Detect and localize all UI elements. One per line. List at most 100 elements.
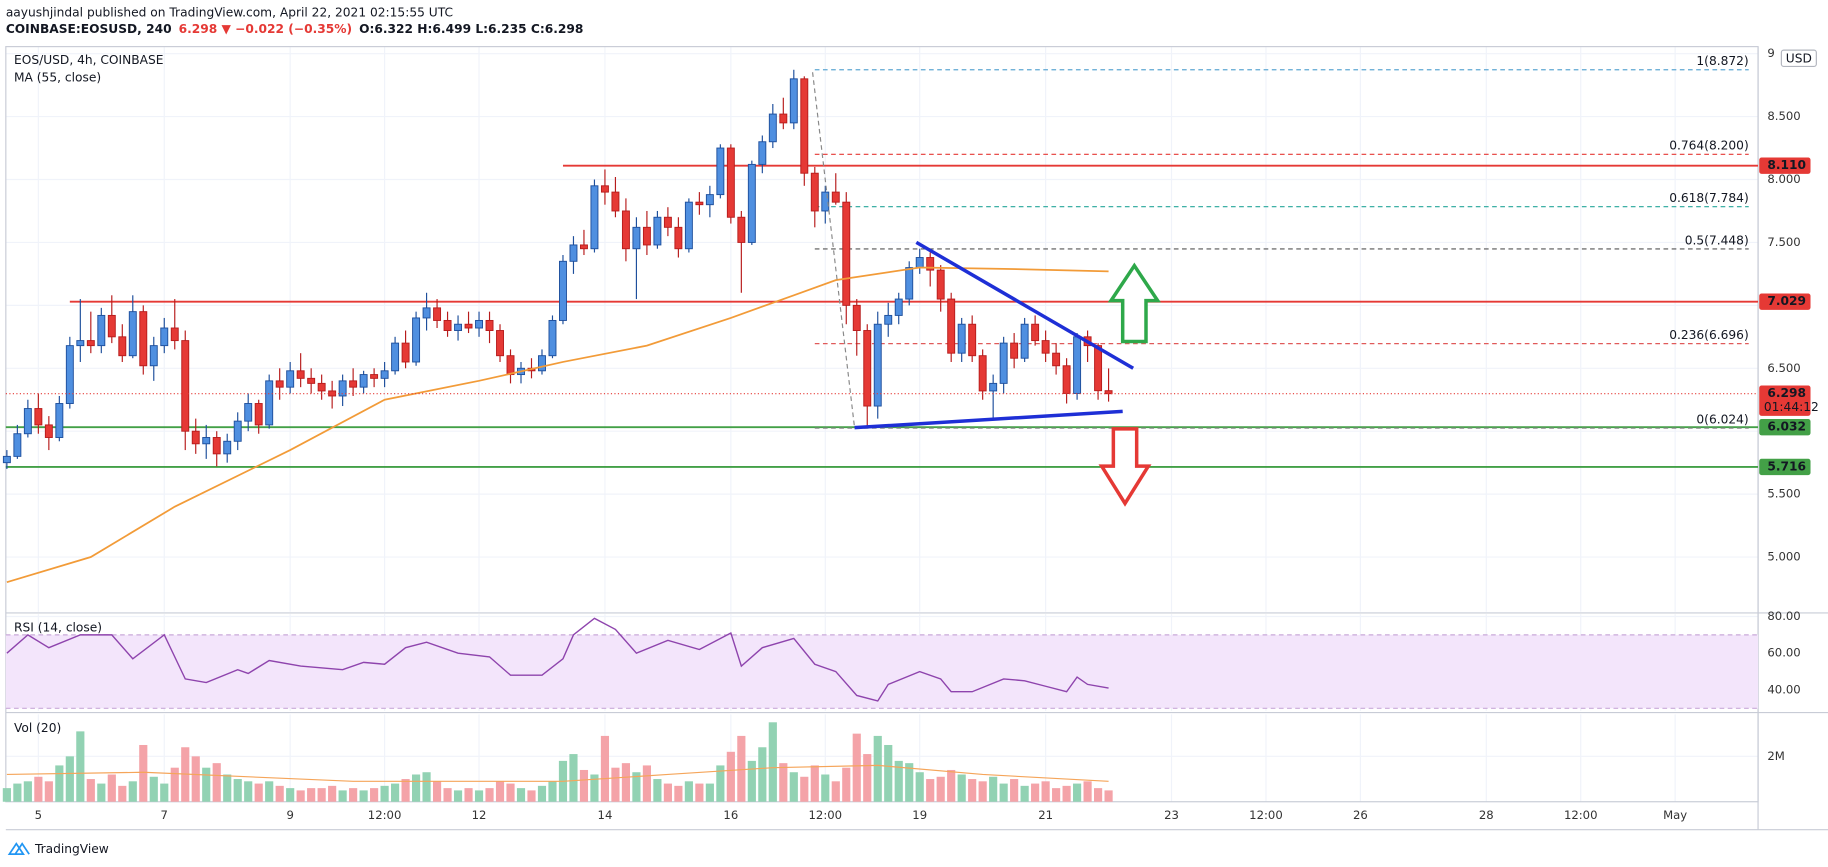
volume-bar: [453, 790, 463, 802]
candle-body: [170, 327, 179, 342]
volume-bar: [422, 772, 431, 802]
candle-body: [55, 403, 64, 438]
candle-body: [590, 185, 599, 250]
volume-bar: [632, 772, 641, 802]
candle-body: [1062, 365, 1071, 394]
volume-bar: [968, 779, 977, 802]
candle-body: [128, 311, 137, 357]
candle-body: [464, 323, 473, 329]
volume-bar: [842, 767, 851, 802]
candle-body: [947, 298, 956, 354]
candle-body: [663, 216, 672, 228]
candle-body: [401, 342, 410, 363]
volume-bar: [212, 763, 221, 802]
fib-label: 0(6.024): [1696, 413, 1748, 427]
volume-bar: [537, 785, 547, 802]
x-tick-label: 12:00: [809, 808, 843, 822]
level-label-box: [1759, 419, 1811, 436]
volume-bar: [1094, 788, 1103, 802]
pane-title: Vol (20): [14, 721, 61, 735]
candle-body: [317, 382, 326, 392]
candle-body: [810, 172, 819, 212]
x-tick-label: 5: [35, 808, 42, 822]
volume-bar: [884, 744, 893, 802]
volume-bar: [139, 744, 148, 802]
candle-body: [789, 78, 798, 124]
volume-bar: [621, 763, 631, 802]
candle-body: [831, 191, 840, 203]
volume-bar: [1041, 781, 1050, 802]
candle-body: [915, 257, 924, 269]
y-tick-label: 5.500: [1767, 487, 1800, 501]
candle-body: [653, 216, 662, 246]
volume-bar: [863, 754, 872, 802]
candle-body: [97, 314, 106, 347]
trend-line-lower: [854, 409, 1123, 430]
volume-bar: [118, 785, 127, 802]
candle-body: [905, 267, 914, 300]
volume-bar: [1073, 783, 1082, 802]
candle-body: [244, 403, 253, 422]
fib-label: 1(8.872): [1696, 54, 1748, 68]
volume-bar: [716, 765, 725, 802]
volume-bar: [170, 767, 179, 802]
volume-bar: [160, 783, 169, 802]
volume-bar: [800, 776, 809, 802]
candle-body: [1094, 345, 1103, 392]
candle-body: [496, 330, 504, 357]
x-tick-label: 19: [912, 808, 927, 822]
candle-body: [559, 260, 567, 321]
candle-body: [412, 317, 421, 363]
change: 6.298 ▼ −0.022 (−0.35%): [179, 22, 353, 36]
volume-bar: [254, 783, 263, 802]
volume-bar: [464, 788, 473, 802]
candle-body: [779, 113, 788, 124]
x-tick-label: 9: [286, 808, 293, 822]
candle-body: [863, 330, 872, 407]
candle-body: [800, 78, 809, 174]
candle-body: [884, 314, 893, 325]
candle-body: [1020, 323, 1029, 359]
volume-bar: [474, 790, 484, 802]
volume-bar: [978, 781, 987, 802]
level-label-box: [1759, 157, 1811, 174]
logo: [7, 842, 30, 856]
volume-bar: [2, 788, 11, 802]
candle-body: [13, 433, 22, 457]
candle-body: [107, 314, 116, 338]
volume-bar: [223, 774, 232, 802]
price-label: 6.298: [1767, 386, 1806, 400]
currency: USD: [1786, 51, 1812, 65]
x-tick-label: 16: [723, 808, 738, 822]
volume-bar: [1010, 779, 1019, 802]
volume-bar: [506, 783, 515, 802]
volume-bar: [705, 783, 714, 802]
candle-body: [611, 191, 620, 212]
volume-bar: [737, 735, 746, 802]
candle-body: [621, 210, 630, 250]
x-tick-label: 21: [1038, 808, 1053, 822]
candle-body: [726, 147, 735, 218]
x-tick-label: 12:00: [368, 808, 402, 822]
volume-bar: [275, 785, 284, 802]
volume-bar: [579, 769, 589, 802]
candle-body: [286, 370, 295, 388]
volume-bar: [821, 774, 830, 802]
candle-body: [149, 345, 158, 367]
volume-bar: [663, 783, 672, 802]
symbol: COINBASE:EOSUSD, 240: [6, 22, 172, 36]
volume-bar: [915, 772, 924, 802]
volume-bar: [768, 722, 777, 802]
candle-body: [338, 380, 347, 397]
candle-body: [223, 440, 232, 455]
volume-bar: [370, 788, 379, 802]
volume-bar: [873, 735, 882, 802]
candle-body: [894, 298, 903, 316]
ma-line: [6, 266, 1109, 584]
volume-bar: [947, 769, 956, 802]
candle-body: [737, 216, 746, 243]
y-tick-label: 2M: [1767, 749, 1784, 763]
candle-body: [1010, 342, 1019, 359]
volume-bar: [569, 754, 578, 802]
candle-body: [957, 323, 966, 354]
